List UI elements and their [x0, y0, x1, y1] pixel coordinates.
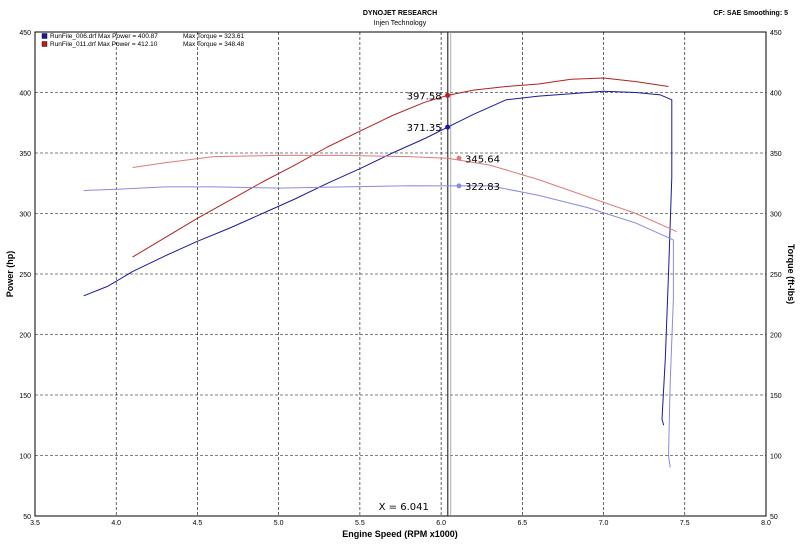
y-tick-label-right: 150	[770, 393, 782, 400]
chart-title: DYNOJET RESEARCH	[362, 10, 438, 17]
y-tick-label-left: 400	[19, 91, 31, 98]
y-axis-label-right: Torque (ft-lbs)	[786, 244, 796, 304]
data-label: 371.35	[407, 123, 442, 134]
x-tick-label: 5.5	[355, 520, 365, 527]
legend-torque: Max Torque = 348.48	[183, 41, 245, 48]
legend: RunFile_006.drf Max Power = 400.87 Max To…	[41, 33, 245, 48]
data-marker	[456, 155, 462, 161]
x-tick-label: 8.0	[761, 520, 771, 527]
cursor-readout: X = 6.041	[379, 502, 429, 513]
y-tick-label-right: 200	[770, 333, 782, 340]
legend-torque: Max Torque = 323.61	[183, 33, 245, 40]
x-tick-label: 5.0	[274, 520, 284, 527]
data-marker	[445, 124, 451, 130]
y-tick-label-left: 250	[19, 272, 31, 279]
y-tick-label-left: 450	[19, 30, 31, 37]
data-label: 345.64	[465, 154, 500, 165]
y-tick-label-right: 350	[770, 151, 782, 158]
x-tick-label: 7.0	[599, 520, 609, 527]
data-label: 322.83	[465, 182, 500, 193]
grid	[34, 31, 767, 517]
y-tick-label-right: 400	[770, 91, 782, 98]
series-group	[83, 77, 677, 468]
x-tick-label: 4.0	[111, 520, 121, 527]
legend-entry: RunFile_011.drf Max Power = 412.10	[50, 41, 158, 48]
y-tick-label-left: 350	[19, 151, 31, 158]
legend-entry: RunFile_006.drf Max Power = 400.87	[50, 33, 158, 40]
correction-factor-label: CF: SAE Smoothing: 5	[713, 10, 788, 17]
y-tick-label-left: 300	[19, 212, 31, 219]
y-tick-label-right: 250	[770, 272, 782, 279]
y-tick-label-left: 100	[19, 454, 31, 461]
x-tick-label: 6.5	[517, 520, 527, 527]
x-tick-label: 4.5	[193, 520, 203, 527]
series-line-power	[83, 90, 673, 426]
data-marker	[456, 183, 462, 189]
series-line-power	[132, 77, 669, 258]
x-tick-label: 7.5	[680, 520, 690, 527]
y-tick-label-right: 300	[770, 212, 782, 219]
y-tick-label-right: 450	[770, 30, 782, 37]
legend-swatch	[41, 33, 48, 39]
chart-subtitle: Injen Technology	[373, 20, 427, 27]
x-axis-label: Engine Speed (RPM x1000)	[342, 529, 458, 539]
y-tick-label-left: 50	[23, 514, 31, 521]
series-line-torque	[132, 154, 677, 233]
data-marker	[445, 92, 451, 98]
data-label: 397.58	[407, 91, 442, 102]
y-tick-label-left: 150	[19, 393, 31, 400]
y-axis-label-left: Power (hp)	[5, 251, 15, 298]
y-tick-label-right: 100	[770, 454, 782, 461]
legend-swatch	[41, 41, 48, 47]
series-line-torque	[83, 185, 674, 468]
y-tick-label-right: 50	[770, 514, 778, 521]
y-tick-label-left: 200	[19, 333, 31, 340]
x-tick-label: 3.5	[30, 520, 40, 527]
x-tick-label: 6.0	[436, 520, 446, 527]
annotations: 397.58 371.35 345.64 322.83	[407, 91, 500, 192]
